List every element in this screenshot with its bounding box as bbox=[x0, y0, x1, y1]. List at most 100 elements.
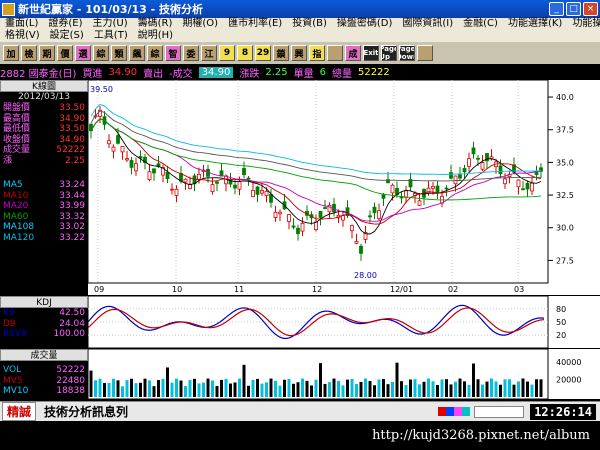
info-row: MA5 33.24 bbox=[0, 180, 88, 191]
menu-item[interactable]: 設定(S) bbox=[49, 30, 84, 41]
volume-bar bbox=[481, 384, 484, 397]
toolbar-button[interactable] bbox=[417, 45, 433, 61]
minimize-button[interactable]: _ bbox=[549, 2, 564, 16]
info-label: MV5 bbox=[3, 375, 23, 386]
volume-bar bbox=[103, 383, 106, 397]
info-label: MV10 bbox=[3, 386, 29, 396]
menu-item[interactable]: 國際資訊(I) bbox=[402, 18, 454, 29]
candle-body bbox=[116, 135, 120, 144]
toolbar-button[interactable]: 成 bbox=[345, 45, 361, 61]
menu-item[interactable]: 投資(B) bbox=[292, 18, 327, 29]
volume-bar bbox=[89, 370, 93, 397]
volume-bar bbox=[422, 381, 426, 397]
last-price: 34.90 bbox=[198, 66, 234, 78]
toolbar-button[interactable]: 29 bbox=[255, 45, 271, 61]
toolbar-button[interactable]: 江 bbox=[201, 45, 217, 61]
kline-chart[interactable]: 40.0 37.5 35.0 32.5 30.0 27.5 09 10 11 12 12/01 02 0… bbox=[87, 79, 600, 295]
toolbar-button[interactable]: 指 bbox=[309, 45, 325, 61]
candle-body bbox=[273, 211, 278, 218]
kd-list: K9 42.50 D9 24.04 RSV9 100.00 bbox=[0, 308, 88, 340]
toolbar-button[interactable]: 智 bbox=[165, 45, 181, 61]
info-label: MA120 bbox=[3, 232, 35, 243]
ma-line bbox=[90, 104, 542, 175]
toolbar-button[interactable]: 鎖 bbox=[273, 45, 289, 61]
candle-body bbox=[152, 168, 156, 174]
menu-row-1: 畫面(L) 證券(E) 主力(U) 籌碼(R) 期權(O) 匯市利率(E) 投資(B) 操盤密… bbox=[0, 18, 600, 30]
candle-body bbox=[458, 174, 462, 179]
change-label: -成交 bbox=[169, 68, 193, 80]
info-row: 漲 2.25 bbox=[0, 156, 88, 167]
volume-bar bbox=[134, 383, 138, 397]
menu-item[interactable]: 畫面(L) bbox=[5, 18, 39, 29]
toolbar-button[interactable]: 加 bbox=[3, 45, 19, 61]
toolbar-button[interactable]: 價 bbox=[57, 45, 73, 61]
toolbar-button[interactable]: 飆 bbox=[129, 45, 145, 61]
candle-body bbox=[476, 157, 480, 160]
maximize-button[interactable]: □ bbox=[566, 2, 581, 16]
info-value: 33.50 bbox=[59, 124, 85, 134]
info-row: 成交量 52222 bbox=[0, 145, 88, 156]
candle-body bbox=[323, 207, 327, 209]
candle-body bbox=[278, 211, 282, 215]
candle-body bbox=[134, 163, 138, 172]
menu-item[interactable]: 功能選擇(K) bbox=[507, 18, 563, 29]
volume-bar bbox=[229, 383, 232, 397]
toolbar-button[interactable]: 興 bbox=[291, 45, 307, 61]
toolbar-button[interactable]: 綜 bbox=[93, 45, 109, 61]
toolbar-button[interactable]: 選 bbox=[75, 45, 91, 61]
close-button[interactable]: × bbox=[583, 2, 598, 16]
toolbar-button[interactable] bbox=[327, 45, 343, 61]
menu-item[interactable]: 說明(H) bbox=[137, 30, 174, 41]
menu-item[interactable]: 金融(C) bbox=[463, 18, 498, 29]
volume-bar bbox=[256, 378, 259, 397]
candle-body bbox=[260, 190, 264, 194]
volume-svg: 40000 20000 bbox=[87, 348, 581, 400]
candle-body bbox=[233, 184, 237, 189]
info-row: D9 24.04 bbox=[0, 319, 88, 330]
toolbar-button[interactable]: Page Up bbox=[381, 45, 397, 61]
menu-item[interactable]: 籌碼(R) bbox=[137, 18, 173, 29]
volume-bar bbox=[157, 380, 160, 397]
toolbar-button[interactable]: 綜 bbox=[147, 45, 163, 61]
kd-panel-title: KDJ bbox=[0, 296, 88, 308]
info-row: K9 42.50 bbox=[0, 308, 88, 319]
toolbar-button[interactable]: 檢 bbox=[21, 45, 37, 61]
vol-info-panel: 成交量 VOL 52222 MV5 22480 MV10 18838 bbox=[0, 349, 88, 399]
volume-bar bbox=[107, 382, 111, 397]
toolbar-button[interactable]: 委 bbox=[183, 45, 199, 61]
candle-body bbox=[341, 215, 345, 221]
buy-label: 買進 bbox=[82, 68, 103, 80]
menu-item[interactable]: 功能操作(F) bbox=[572, 18, 600, 29]
menu-item[interactable]: 證券(E) bbox=[48, 18, 83, 29]
candle-body bbox=[251, 189, 255, 198]
candle-body bbox=[111, 146, 116, 152]
volume-bar bbox=[166, 367, 169, 397]
vol-tick-label: 40000 bbox=[556, 358, 581, 367]
info-row: RSV9 100.00 bbox=[0, 329, 88, 340]
volume-bar bbox=[364, 378, 367, 397]
volume-chart[interactable]: 40000 20000 bbox=[87, 348, 600, 400]
app-icon bbox=[2, 2, 15, 16]
menu-item[interactable]: 期權(O) bbox=[182, 18, 219, 29]
candle-body bbox=[242, 168, 246, 176]
toolbar-button[interactable]: 9 bbox=[219, 45, 235, 61]
menu-item[interactable]: 匯市利率(E) bbox=[228, 18, 283, 29]
candle-body bbox=[372, 206, 377, 214]
kd-chart[interactable]: 80 50 20 bbox=[87, 295, 600, 349]
volume-bar bbox=[373, 385, 376, 397]
info-value: 52222 bbox=[56, 365, 85, 375]
toolbar-button[interactable]: 期 bbox=[39, 45, 55, 61]
toolbar-button[interactable]: Page Down bbox=[399, 45, 415, 61]
toolbar-button[interactable]: Exit bbox=[363, 45, 379, 61]
menu-item[interactable]: 格視(V) bbox=[5, 30, 40, 41]
volume-bar bbox=[242, 364, 246, 397]
candle-body bbox=[449, 172, 453, 179]
menu-item[interactable]: 工具(T) bbox=[93, 30, 128, 41]
toolbar-button[interactable]: 類 bbox=[111, 45, 127, 61]
menu-item[interactable]: 操盤密碼(D) bbox=[336, 18, 393, 29]
menu-item[interactable]: 主力(U) bbox=[92, 18, 128, 29]
candle-body bbox=[453, 175, 458, 185]
toolbar-button[interactable]: 8 bbox=[237, 45, 253, 61]
volume-bar bbox=[319, 363, 322, 397]
info-label: K9 bbox=[3, 308, 15, 318]
